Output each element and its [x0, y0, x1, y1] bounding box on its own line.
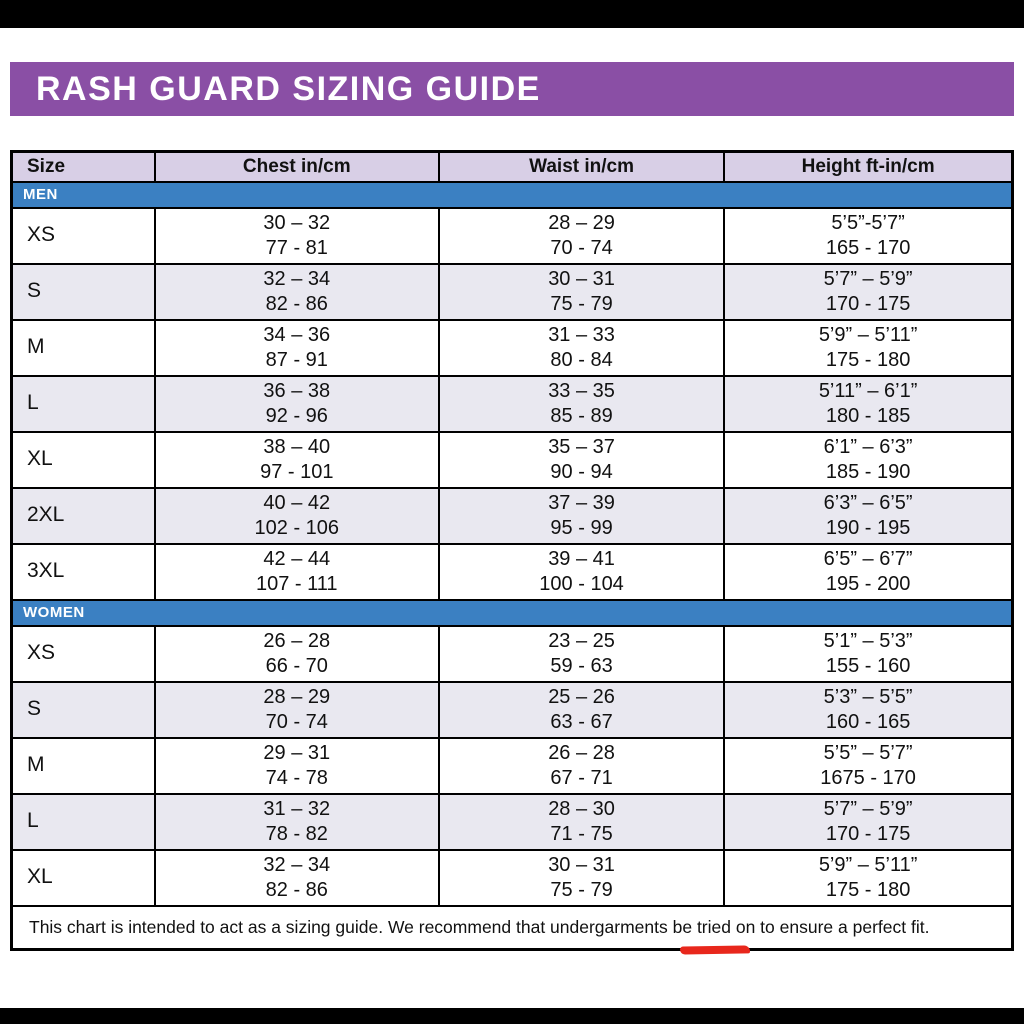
size-cell: S	[10, 262, 156, 321]
chest-cell: 32 – 34 82 - 86	[153, 262, 440, 321]
column-header-chest: Chest in/cm	[153, 150, 440, 183]
height-cell: 5’5”-5’7” 165 - 170	[723, 206, 1014, 265]
waist-cell: 37 – 39 95 - 99	[437, 486, 726, 545]
section-label-men: MEN	[10, 180, 1014, 209]
height-cell: 6’1” – 6’3” 185 - 190	[723, 430, 1014, 489]
waist-cell: 35 – 37 90 - 94	[437, 430, 726, 489]
waist-cell: 39 – 41 100 - 104	[437, 542, 726, 601]
waist-cell: 23 – 25 59 - 63	[437, 624, 726, 683]
waist-cell: 28 – 30 71 - 75	[437, 792, 726, 851]
chest-cell: 31 – 32 78 - 82	[153, 792, 440, 851]
table-row: L 31 – 32 78 - 82 28 – 30 71 - 75 5’7” – 5’9”…	[10, 792, 1014, 851]
height-cell: 5’3” – 5’5” 160 - 165	[723, 680, 1014, 739]
size-cell: L	[10, 792, 156, 851]
size-cell: M	[10, 736, 156, 795]
column-header-waist: Waist in/cm	[437, 150, 726, 183]
footer-note: This chart is intended to act as a sizin…	[10, 904, 1014, 951]
chest-cell: 38 – 40 97 - 101	[153, 430, 440, 489]
table-header-row: Size Chest in/cm Waist in/cm Height ft-i…	[10, 150, 1014, 183]
height-cell: 5’7” – 5’9” 170 - 175	[723, 262, 1014, 321]
height-cell: 5’9” – 5’11” 175 - 180	[723, 318, 1014, 377]
waist-cell: 33 – 35 85 - 89	[437, 374, 726, 433]
size-cell: 3XL	[10, 542, 156, 601]
table-row: M 34 – 36 87 - 91 31 – 33 80 - 84 5’9” – 5’11…	[10, 318, 1014, 377]
height-cell: 6’3” – 6’5” 190 - 195	[723, 486, 1014, 545]
table-row: XS 30 – 32 77 - 81 28 – 29 70 - 74 5’5”-5’7” 1…	[10, 206, 1014, 265]
height-cell: 5’11” – 6’1” 180 - 185	[723, 374, 1014, 433]
size-cell: XS	[10, 206, 156, 265]
table-row: S 28 – 29 70 - 74 25 – 26 63 - 67 5’3” – 5’5”…	[10, 680, 1014, 739]
chest-cell: 40 – 42 102 - 106	[153, 486, 440, 545]
red-mark-artifact	[679, 945, 751, 955]
chest-cell: 32 – 34 82 - 86	[153, 848, 440, 907]
height-cell: 5’1” – 5’3” 155 - 160	[723, 624, 1014, 683]
chest-cell: 29 – 31 74 - 78	[153, 736, 440, 795]
height-cell: 5’5” – 5’7” 1675 - 170	[723, 736, 1014, 795]
chest-cell: 36 – 38 92 - 96	[153, 374, 440, 433]
waist-cell: 25 – 26 63 - 67	[437, 680, 726, 739]
size-cell: XS	[10, 624, 156, 683]
height-cell: 5’9” – 5’11” 175 - 180	[723, 848, 1014, 907]
chest-cell: 42 – 44 107 - 111	[153, 542, 440, 601]
chest-cell: 30 – 32 77 - 81	[153, 206, 440, 265]
table-row: M 29 – 31 74 - 78 26 – 28 67 - 71 5’5” – 5’7”…	[10, 736, 1014, 795]
size-cell: M	[10, 318, 156, 377]
waist-cell: 31 – 33 80 - 84	[437, 318, 726, 377]
waist-cell: 30 – 31 75 - 79	[437, 262, 726, 321]
table-row: XL 32 – 34 82 - 86 30 – 31 75 - 79 5’9” – 5’1…	[10, 848, 1014, 907]
size-cell: XL	[10, 848, 156, 907]
sizing-table: Size Chest in/cm Waist in/cm Height ft-i…	[10, 150, 1014, 951]
sizing-table-body: MEN XS 30 – 32 77 - 81 28 – 29 70 - 74 5’5”-5’…	[10, 180, 1014, 907]
section-row-men: MEN	[10, 180, 1014, 209]
sizing-table-container: Size Chest in/cm Waist in/cm Height ft-i…	[10, 150, 1014, 951]
waist-cell: 30 – 31 75 - 79	[437, 848, 726, 907]
chest-cell: 34 – 36 87 - 91	[153, 318, 440, 377]
size-cell: L	[10, 374, 156, 433]
title-banner: RASH GUARD SIZING GUIDE	[10, 62, 1014, 116]
table-row: L 36 – 38 92 - 96 33 – 35 85 - 89 5’11” – 6’1…	[10, 374, 1014, 433]
size-cell: 2XL	[10, 486, 156, 545]
table-row: XL 38 – 40 97 - 101 35 – 37 90 - 94 6’1” – 6’…	[10, 430, 1014, 489]
height-cell: 5’7” – 5’9” 170 - 175	[723, 792, 1014, 851]
table-row: 2XL 40 – 42 102 - 106 37 – 39 95 - 99 6’3” – …	[10, 486, 1014, 545]
chest-cell: 28 – 29 70 - 74	[153, 680, 440, 739]
bottom-black-bar	[0, 1008, 1024, 1024]
table-row: S 32 – 34 82 - 86 30 – 31 75 - 79 5’7” – 5’9”…	[10, 262, 1014, 321]
size-cell: XL	[10, 430, 156, 489]
column-header-size: Size	[10, 150, 156, 183]
waist-cell: 28 – 29 70 - 74	[437, 206, 726, 265]
waist-cell: 26 – 28 67 - 71	[437, 736, 726, 795]
height-cell: 6’5” – 6’7” 195 - 200	[723, 542, 1014, 601]
size-cell: S	[10, 680, 156, 739]
table-row: XS 26 – 28 66 - 70 23 – 25 59 - 63 5’1” – 5’3…	[10, 624, 1014, 683]
column-header-height: Height ft-in/cm	[723, 150, 1014, 183]
section-label-women: WOMEN	[10, 598, 1014, 627]
section-row-women: WOMEN	[10, 598, 1014, 627]
page-title: RASH GUARD SIZING GUIDE	[36, 69, 541, 108]
top-black-bar	[0, 0, 1024, 28]
footer-row: This chart is intended to act as a sizin…	[10, 904, 1014, 951]
table-row: 3XL 42 – 44 107 - 111 39 – 41 100 - 104 6’5” …	[10, 542, 1014, 601]
chest-cell: 26 – 28 66 - 70	[153, 624, 440, 683]
